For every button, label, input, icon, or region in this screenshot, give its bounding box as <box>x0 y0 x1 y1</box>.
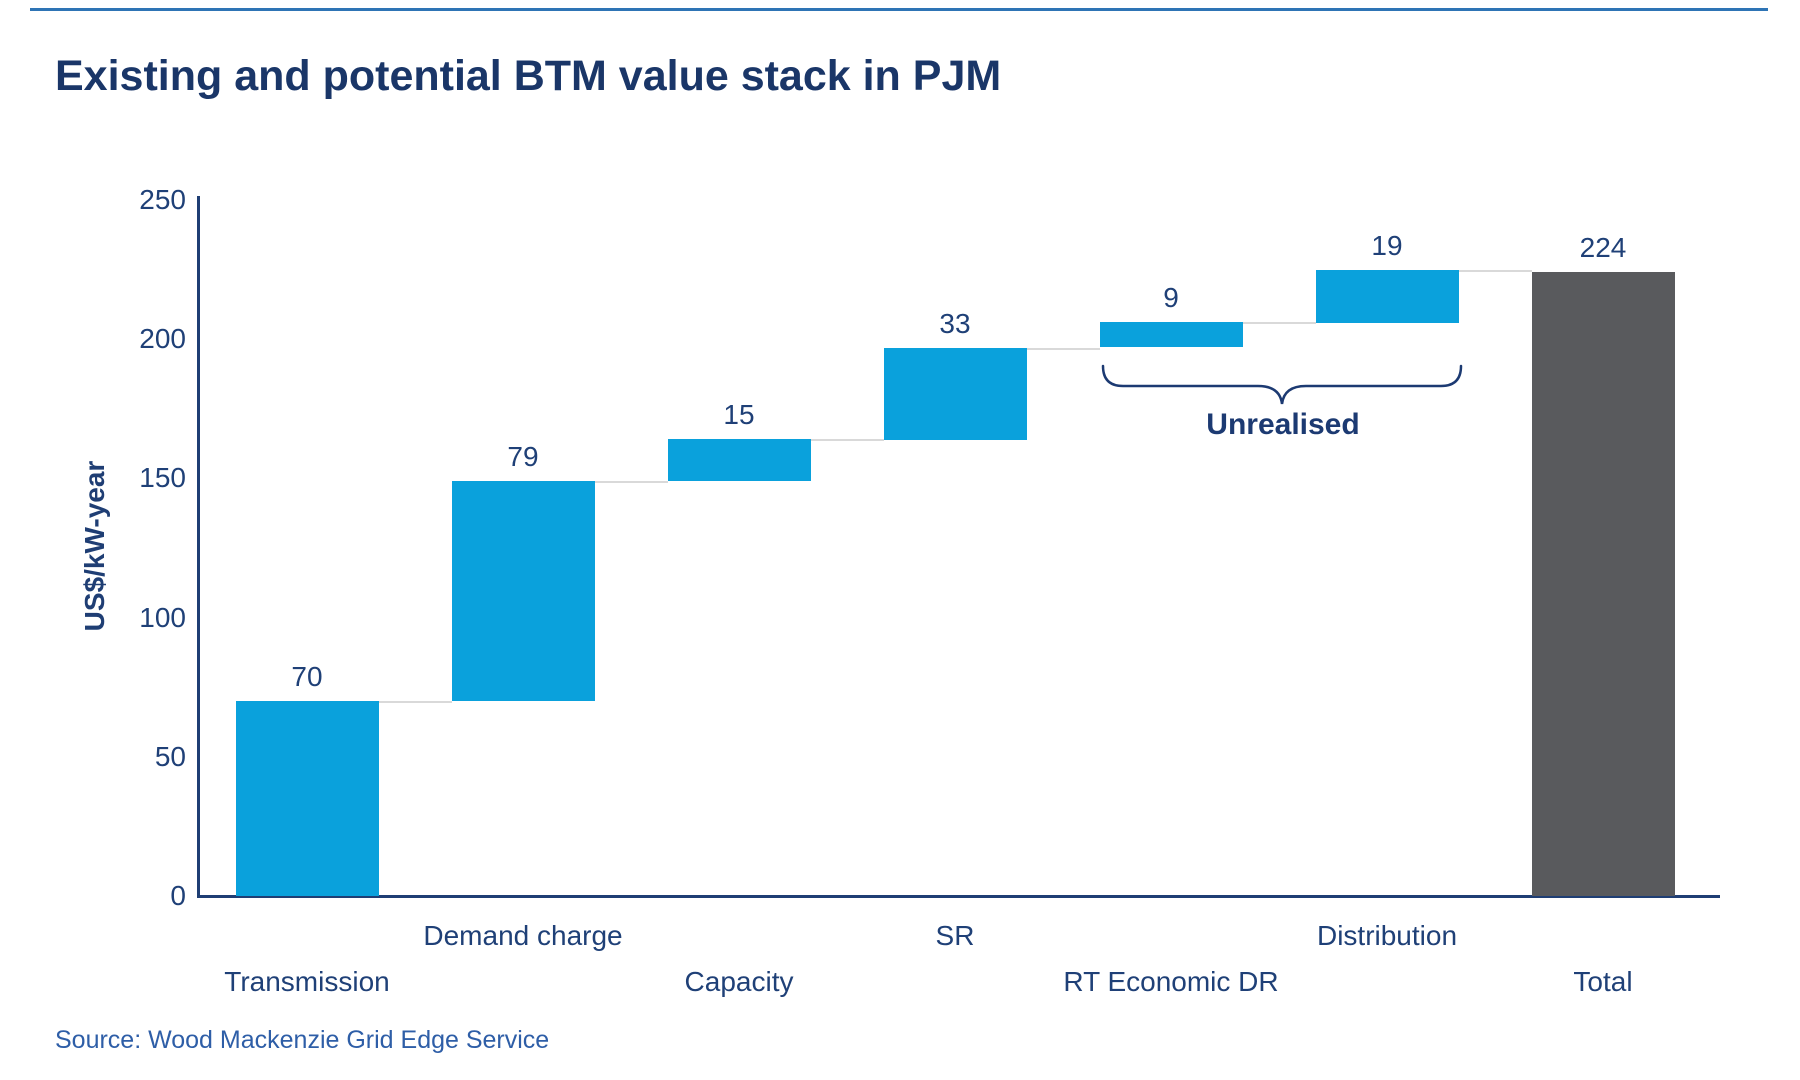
connector-line-transmission <box>379 701 452 703</box>
x-axis-line <box>197 895 1720 898</box>
y-tick-0: 0 <box>170 880 186 911</box>
y-tick-50: 50 <box>154 741 186 772</box>
category-label-rt-economic-dr: RT Economic DR <box>1063 966 1279 997</box>
top-accent-rule <box>30 8 1768 11</box>
category-label-total: Total <box>1573 966 1633 997</box>
chart-title: Existing and potential BTM value stack i… <box>55 52 1002 100</box>
y-tick-100: 100 <box>139 602 186 633</box>
value-label-transmission: 70 <box>291 661 323 692</box>
category-label-capacity: Capacity <box>684 966 794 997</box>
value-label-distribution: 19 <box>1371 230 1403 261</box>
bar-distribution <box>1316 270 1459 323</box>
bar-demand-charge <box>452 481 595 701</box>
bar-sr <box>884 348 1027 440</box>
y-tick-150: 150 <box>139 462 186 493</box>
connector-line-capacity <box>811 439 884 441</box>
value-label-sr: 33 <box>939 308 971 339</box>
value-label-demand-charge: 79 <box>507 441 539 472</box>
bar-transmission <box>236 701 379 896</box>
y-axis-line <box>197 196 200 898</box>
connector-line-demand-charge <box>595 481 668 483</box>
connector-line-sr <box>1027 348 1100 350</box>
unrealised-bracket <box>1101 364 1463 405</box>
unrealised-annotation-label: Unrealised <box>1206 408 1360 441</box>
connector-line-rt-economic-dr <box>1243 322 1316 324</box>
bar-capacity <box>668 439 811 481</box>
value-label-total: 224 <box>1579 232 1627 263</box>
bar-total <box>1532 272 1675 896</box>
bar-rt-economic-dr <box>1100 322 1243 347</box>
connector-line-distribution <box>1459 270 1532 272</box>
source-note: Source: Wood Mackenzie Grid Edge Service <box>55 1026 550 1054</box>
value-label-rt-economic-dr: 9 <box>1163 282 1179 313</box>
category-label-transmission: Transmission <box>224 966 390 997</box>
category-label-demand-charge: Demand charge <box>423 920 623 951</box>
category-label-distribution: Distribution <box>1316 920 1458 951</box>
category-label-sr: SR <box>935 920 975 951</box>
y-tick-250: 250 <box>139 184 186 215</box>
value-label-capacity: 15 <box>723 399 755 430</box>
y-tick-200: 200 <box>139 323 186 354</box>
